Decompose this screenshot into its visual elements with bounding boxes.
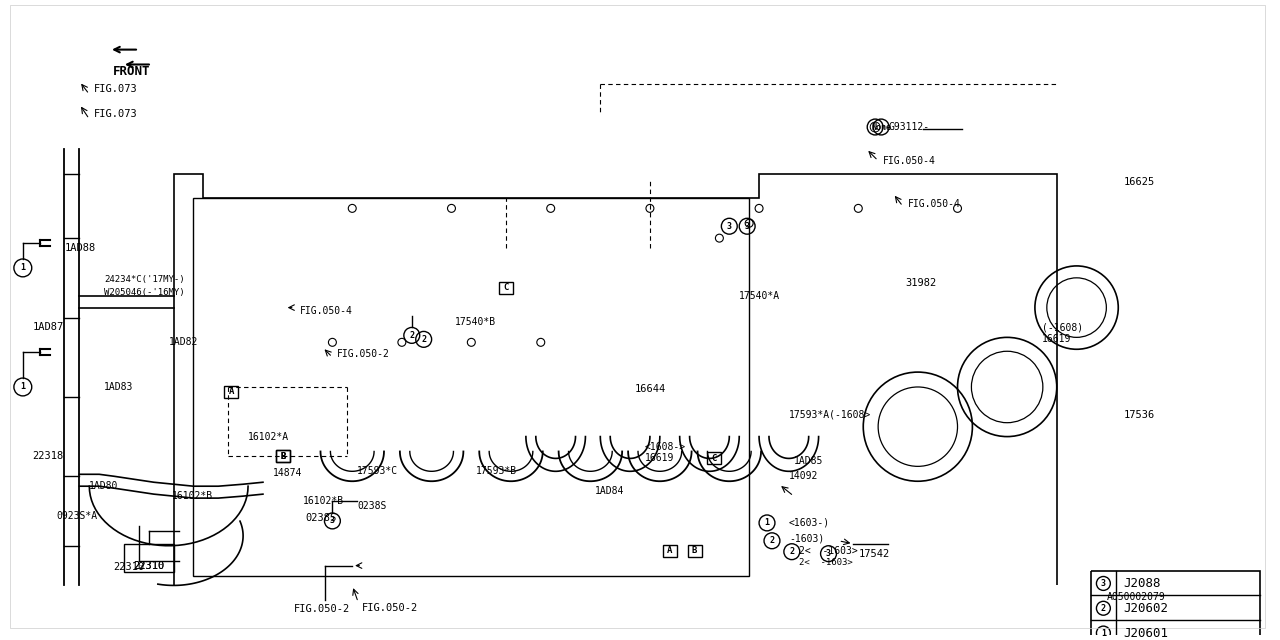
Text: 3: 3 xyxy=(745,221,750,231)
Text: 1: 1 xyxy=(1101,628,1106,637)
Text: C: C xyxy=(712,454,717,463)
Text: 1AD82: 1AD82 xyxy=(169,337,198,348)
Text: 1AD85: 1AD85 xyxy=(794,456,823,467)
Text: A050002079: A050002079 xyxy=(1107,593,1166,602)
Text: (-1608): (-1608) xyxy=(1042,323,1083,332)
Text: FIG.050-2: FIG.050-2 xyxy=(338,349,390,359)
Text: 17540*B: 17540*B xyxy=(454,317,495,328)
Text: 16102*B: 16102*B xyxy=(302,496,344,506)
Text: 14092: 14092 xyxy=(788,471,818,481)
Text: FIG.050-4: FIG.050-4 xyxy=(883,156,936,166)
Text: W205046(-'16MY): W205046(-'16MY) xyxy=(104,288,184,297)
Text: J20601: J20601 xyxy=(1124,627,1169,639)
Text: B: B xyxy=(280,452,285,461)
Text: J2088: J2088 xyxy=(1124,577,1161,590)
Text: 1AD87: 1AD87 xyxy=(33,323,64,332)
Text: 2<  -1603>: 2< -1603> xyxy=(799,558,852,567)
Text: 1AD84: 1AD84 xyxy=(595,486,625,496)
Text: 0238S: 0238S xyxy=(306,513,337,523)
Bar xyxy=(1092,570,1260,640)
Text: 16619: 16619 xyxy=(645,453,675,463)
Text: B: B xyxy=(280,452,285,461)
Text: 3: 3 xyxy=(1101,579,1106,588)
Text: <1603-): <1603-) xyxy=(788,518,829,528)
Text: 16644: 16644 xyxy=(635,384,667,394)
Text: 24234*C('17MY-): 24234*C('17MY-) xyxy=(104,275,184,284)
Text: 1AD83: 1AD83 xyxy=(104,382,133,392)
Text: 22310: 22310 xyxy=(133,561,164,571)
Text: FIG.050-4: FIG.050-4 xyxy=(300,305,352,316)
Bar xyxy=(124,544,174,572)
Text: 2: 2 xyxy=(769,536,774,545)
Text: FIG.073: FIG.073 xyxy=(95,84,138,94)
Text: 1: 1 xyxy=(764,518,769,527)
Text: 17593*B: 17593*B xyxy=(476,467,517,476)
Text: 14874: 14874 xyxy=(273,468,302,478)
Text: 1AD88: 1AD88 xyxy=(64,243,96,253)
Text: 16102*B: 16102*B xyxy=(172,491,212,501)
Text: 2: 2 xyxy=(1101,604,1106,612)
Text: 16625: 16625 xyxy=(1124,177,1156,187)
Text: 3: 3 xyxy=(727,221,732,231)
Text: 22310: 22310 xyxy=(133,561,164,571)
Text: A: A xyxy=(667,546,672,555)
Text: 0238S: 0238S xyxy=(357,501,387,511)
Text: 2: 2 xyxy=(421,335,426,344)
Text: A: A xyxy=(229,387,234,396)
Text: 17540*A: 17540*A xyxy=(740,291,781,301)
Text: 0923S*A: 0923S*A xyxy=(56,511,97,521)
Text: 1AD80: 1AD80 xyxy=(90,481,119,492)
Text: 3: 3 xyxy=(330,516,335,525)
Text: 1: 1 xyxy=(20,383,26,392)
Text: 2: 2 xyxy=(790,547,795,556)
Text: FIG.050-4: FIG.050-4 xyxy=(908,200,961,209)
Text: 3: 3 xyxy=(826,549,831,558)
Text: FRONT: FRONT xyxy=(113,65,151,78)
Text: FIG.073: FIG.073 xyxy=(95,109,138,119)
Text: FIG.050-2: FIG.050-2 xyxy=(362,604,419,613)
Text: None: None xyxy=(872,122,891,131)
Text: 17536: 17536 xyxy=(1124,410,1156,420)
Text: G93112-: G93112- xyxy=(888,122,929,132)
Text: 2: 2 xyxy=(410,331,415,340)
Text: 22310: 22310 xyxy=(114,561,145,572)
Text: 22318: 22318 xyxy=(33,451,64,461)
Text: 1: 1 xyxy=(20,264,26,273)
Text: C: C xyxy=(503,284,508,292)
Text: FIG.050-2: FIG.050-2 xyxy=(294,604,351,614)
Text: -1603): -1603) xyxy=(788,534,824,544)
Text: 16619: 16619 xyxy=(1042,334,1071,344)
Text: 17542: 17542 xyxy=(859,548,890,559)
Text: B: B xyxy=(692,546,698,555)
Text: 31982: 31982 xyxy=(905,278,936,288)
Text: 17593*C: 17593*C xyxy=(357,467,398,476)
Text: J20602: J20602 xyxy=(1124,602,1169,615)
Text: <1608->: <1608-> xyxy=(645,442,686,451)
Text: 2<  -1603>: 2< -1603> xyxy=(799,546,858,556)
Text: 17593*A(-1608>: 17593*A(-1608> xyxy=(788,410,872,420)
Text: 16102*A: 16102*A xyxy=(248,431,289,442)
